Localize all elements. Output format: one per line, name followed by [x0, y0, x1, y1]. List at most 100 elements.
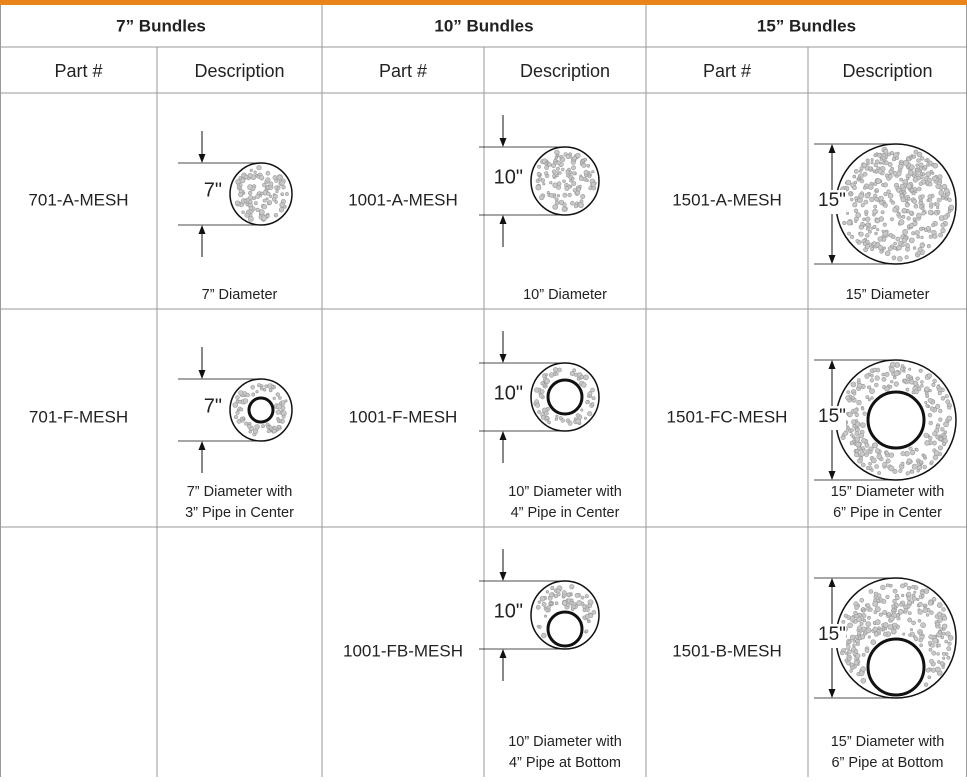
arrow-head: [499, 431, 507, 440]
speckle: [272, 428, 277, 434]
speckle: [250, 385, 255, 390]
speckle: [944, 394, 949, 399]
speckle: [561, 590, 567, 596]
speckle: [552, 367, 558, 373]
speckle: [861, 407, 865, 411]
speckle: [929, 406, 935, 412]
speckle: [565, 154, 571, 159]
speckle: [262, 182, 267, 188]
speckle: [907, 599, 913, 605]
speckle: [275, 409, 281, 415]
speckle: [895, 236, 901, 242]
speckle: [860, 634, 866, 640]
speckle: [897, 608, 904, 615]
speckle: [882, 631, 888, 637]
speckle: [566, 603, 570, 607]
speckle: [909, 164, 915, 171]
speckle: [916, 234, 921, 239]
speckle: [911, 463, 918, 470]
speckle: [855, 421, 861, 427]
speckle: [569, 598, 574, 603]
speckle: [939, 661, 945, 666]
speckle: [539, 595, 546, 602]
speckle: [908, 237, 915, 244]
speckle: [917, 609, 923, 615]
speckle: [581, 382, 587, 388]
speckle: [892, 375, 897, 380]
speckle: [551, 169, 557, 174]
speckle: [916, 251, 921, 256]
speckle: [855, 641, 860, 646]
speckle: [931, 596, 937, 602]
speckle: [578, 184, 582, 188]
speckle: [913, 636, 919, 642]
speckle: [936, 602, 943, 608]
pipe: [866, 637, 926, 697]
speckle: [580, 408, 584, 412]
speckle: [909, 188, 915, 193]
arrow-head: [828, 144, 836, 153]
speckle: [910, 450, 916, 456]
speckle: [925, 667, 931, 673]
speckle: [944, 188, 950, 194]
speckle: [947, 635, 954, 641]
speckle: [585, 607, 590, 613]
part-number: 1001-A-MESH: [348, 190, 458, 209]
speckle: [880, 584, 886, 591]
speckle: [943, 430, 947, 434]
dimension-label: 10": [494, 382, 523, 404]
speckle: [928, 634, 934, 640]
speckle: [924, 158, 928, 162]
speckle: [926, 244, 931, 249]
speckle: [874, 619, 881, 625]
speckle: [847, 231, 851, 236]
speckle: [849, 669, 853, 673]
speckle: [882, 622, 889, 628]
speckle: [275, 392, 280, 397]
speckle: [548, 372, 555, 378]
speckle: [882, 222, 887, 227]
speckle: [919, 460, 924, 465]
speckle: [901, 208, 907, 214]
speckle: [569, 200, 575, 206]
speckle: [871, 241, 877, 246]
speckle: [851, 396, 855, 400]
speckle: [903, 191, 907, 195]
speckle: [912, 199, 917, 204]
speckle: [852, 639, 856, 643]
speckle: [879, 249, 884, 254]
speckle: [877, 236, 883, 242]
speckle: [260, 384, 264, 388]
speckle: [945, 195, 949, 199]
speckle: [910, 469, 915, 474]
speckle: [843, 430, 849, 436]
speckle: [262, 198, 267, 203]
speckle: [932, 440, 937, 446]
speckle: [885, 583, 890, 588]
speckle: [239, 407, 244, 412]
speckle: [915, 167, 919, 172]
speckle: [936, 652, 940, 656]
speckle: [875, 188, 879, 193]
speckle: [858, 231, 864, 237]
speckle: [555, 414, 559, 419]
arrow-head: [198, 154, 206, 163]
speckle: [909, 628, 913, 632]
speckle: [579, 160, 584, 165]
speckle: [911, 585, 916, 589]
speckle: [897, 255, 903, 262]
speckle: [567, 167, 571, 171]
speckle: [536, 171, 541, 177]
speckle: [852, 202, 858, 208]
speckle: [586, 394, 591, 398]
speckle: [859, 597, 865, 603]
speckle: [547, 420, 551, 425]
arrow-head: [198, 225, 206, 234]
speckle: [922, 603, 927, 608]
part-number: 1001-FB-MESH: [343, 641, 463, 660]
speckle: [864, 442, 870, 448]
speckle: [918, 181, 923, 186]
speckle: [864, 244, 870, 250]
pipe: [546, 378, 584, 416]
speckle: [567, 420, 573, 426]
